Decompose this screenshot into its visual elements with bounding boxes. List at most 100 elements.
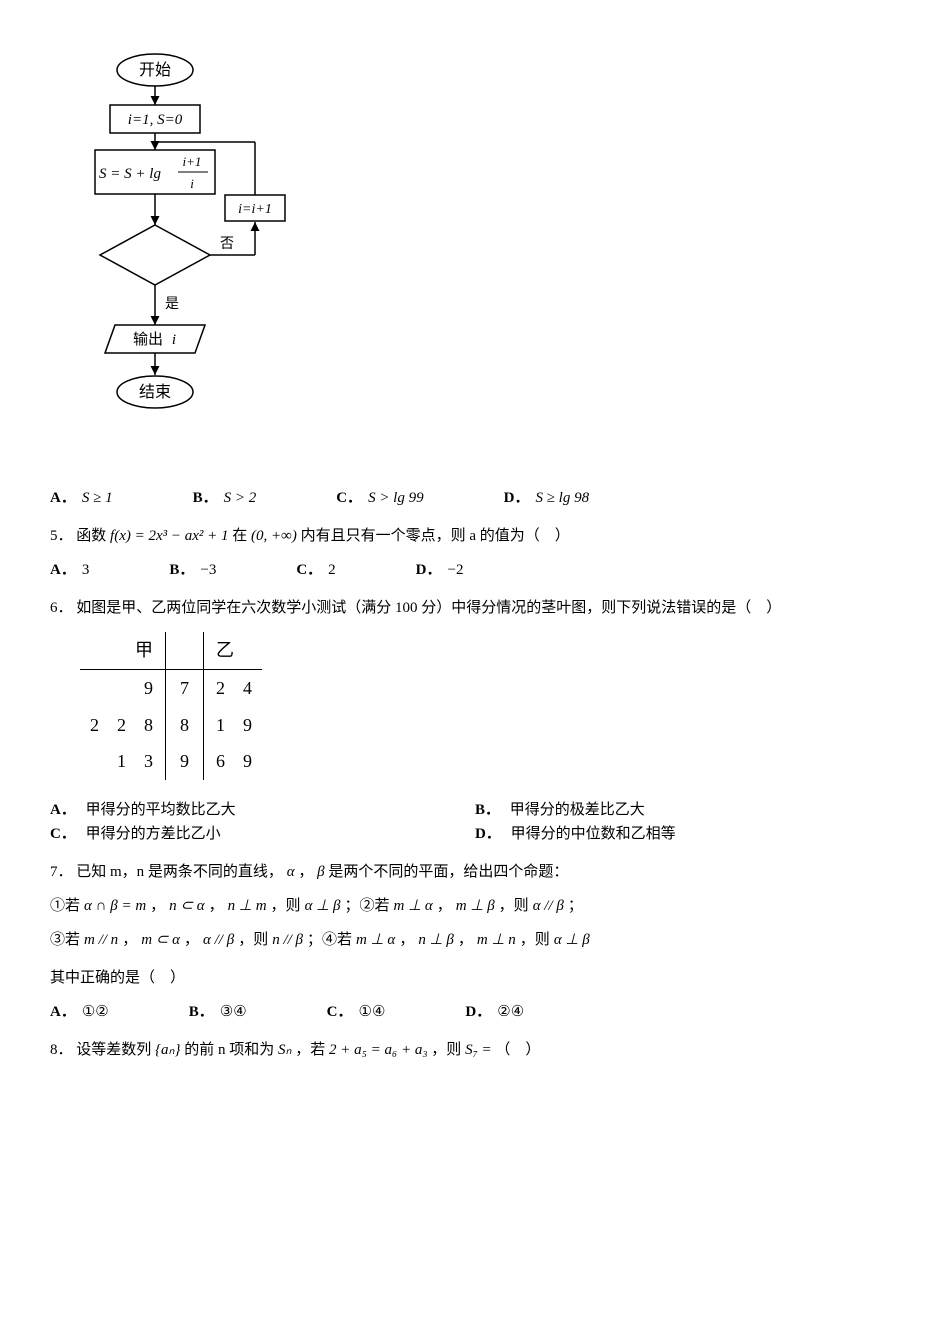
q4-options: A． S ≥ 1 B． S > 2 C． S > lg 99 D． S ≥ lg… xyxy=(50,486,900,510)
stemleaf-header-right: 乙 xyxy=(204,632,263,669)
q6-options: A． 甲得分的平均数比乙大 B． 甲得分的极差比乙大 xyxy=(50,798,900,822)
q7-p4-tag: ；④若 xyxy=(307,928,352,952)
stem: 7 xyxy=(166,669,204,706)
q4-opt-b: B． S > 2 xyxy=(193,486,257,510)
opt-label: D． xyxy=(465,1000,491,1024)
q7-p4-b: n ⊥ β xyxy=(418,928,454,952)
q5-opt-c: C． 2 xyxy=(296,558,335,582)
stemleaf-row: 9 7 2 4 xyxy=(80,669,262,706)
q7-p2-c: α // β xyxy=(533,894,564,918)
flow-no-label: 否 xyxy=(220,237,234,252)
stem: 9 xyxy=(166,743,204,780)
sep: ， xyxy=(150,894,165,918)
q8-eq: 2 + a₅ = a₆ + a₃ xyxy=(329,1042,428,1058)
opt-label: D． xyxy=(416,558,442,582)
q5-text: 5． 函数 f(x) = 2x³ − ax² + 1 在 (0, +∞) 内有且… xyxy=(50,524,900,548)
q5-suffix: 内有且只有一个零点，则 a 的值为（ ） xyxy=(301,528,570,544)
q7-props-line1: ①若 α ∩ β = m ， n ⊂ α ， n ⊥ m ，则 α ⊥ β ；②… xyxy=(50,894,900,918)
opt-value: S > 2 xyxy=(224,486,257,510)
q8-suffix: （ ） xyxy=(495,1042,540,1058)
opt-value: −2 xyxy=(448,558,464,582)
stemleaf-row: 2 2 8 8 1 9 xyxy=(80,707,262,744)
q7-p1-d: α ⊥ β xyxy=(305,894,341,918)
q7-conclusion: 其中正确的是（ ） xyxy=(50,966,900,990)
opt-value: 甲得分的极差比乙大 xyxy=(510,802,645,818)
flow-frac-num: i+1 xyxy=(183,154,202,169)
q7-opt-a: A． ①② xyxy=(50,1000,109,1024)
flow-update-prefix: S = S + lg xyxy=(99,166,161,182)
q7-p3-b: m ⊂ α xyxy=(141,928,180,952)
q7-p1-c: n ⊥ m xyxy=(228,894,267,918)
flow-output-var: i xyxy=(172,332,176,348)
q7-p3-d: n // β xyxy=(272,928,303,952)
flow-start-text: 开始 xyxy=(139,61,171,79)
q5-num: 5． xyxy=(50,528,73,544)
flow-init-text: i=1, S=0 xyxy=(128,112,183,128)
opt-label: B． xyxy=(169,558,194,582)
flowchart-region: 开始 i=1, S=0 S = S + lg i+1 i 否 i=i+1 是 输… xyxy=(50,40,900,468)
q7-opt-c: C． ①④ xyxy=(327,1000,386,1024)
q7-p1-then: ，则 xyxy=(271,894,301,918)
q8-s7: S₇ = xyxy=(465,1042,492,1058)
opt-label: A． xyxy=(50,802,76,818)
sep: ， xyxy=(437,894,452,918)
q8-mid3: ，则 xyxy=(431,1042,465,1058)
opt-value: 甲得分的中位数和乙相等 xyxy=(511,826,676,842)
q7-end1: ； xyxy=(568,894,583,918)
q7-num: 7． xyxy=(50,864,73,880)
q7-p2-tag: ；②若 xyxy=(344,894,389,918)
q7-p4-then: ，则 xyxy=(520,928,550,952)
q7-options: A． ①② B． ③④ C． ①④ D． ②④ xyxy=(50,1000,900,1024)
opt-value: 3 xyxy=(82,558,90,582)
opt-value: 甲得分的平均数比乙大 xyxy=(86,802,236,818)
leaf-left: 9 xyxy=(80,669,166,706)
q5-interval: (0, +∞) xyxy=(251,528,297,544)
q8-text: 8． 设等差数列 {aₙ} 的前 n 项和为 Sₙ ，若 2 + a₅ = a₆… xyxy=(50,1038,900,1062)
sep: ， xyxy=(184,928,199,952)
opt-value: ②④ xyxy=(497,1000,524,1024)
opt-label: A． xyxy=(50,486,76,510)
q6-opt-a: A． 甲得分的平均数比乙大 xyxy=(50,798,475,822)
q7-comma: ， xyxy=(298,864,313,880)
q4-opt-d: D． S ≥ lg 98 xyxy=(504,486,590,510)
q7-p2-b: m ⊥ β xyxy=(456,894,495,918)
q6-num: 6． xyxy=(50,600,73,616)
leaf-left: 1 3 xyxy=(80,743,166,780)
opt-label: B． xyxy=(193,486,218,510)
opt-value: −3 xyxy=(200,558,216,582)
sep: ， xyxy=(399,928,414,952)
q7-p3-then: ，则 xyxy=(238,928,268,952)
q5-opt-a: A． 3 xyxy=(50,558,89,582)
q8-seq: {aₙ} xyxy=(155,1042,180,1058)
opt-label: B． xyxy=(189,1000,214,1024)
q7-suffix: 是两个不同的平面，给出四个命题： xyxy=(328,864,568,880)
q7-p1-b: n ⊂ α xyxy=(169,894,204,918)
stemleaf-header-left: 甲 xyxy=(80,632,166,669)
leaf-right: 6 9 xyxy=(204,743,263,780)
opt-label: A． xyxy=(50,1000,76,1024)
q7-p3-a: m // n xyxy=(84,928,118,952)
leaf-right: 1 9 xyxy=(204,707,263,744)
q5-mid: 在 xyxy=(232,528,251,544)
opt-value: S ≥ lg 98 xyxy=(535,486,589,510)
stemleaf-row: 1 3 9 6 9 xyxy=(80,743,262,780)
opt-label: D． xyxy=(475,826,501,842)
q7-alpha: α xyxy=(287,864,295,880)
q7-props-line2: ③若 m // n ， m ⊂ α ， α // β ，则 n // β ；④若… xyxy=(50,928,900,952)
q7-p4-d: α ⊥ β xyxy=(554,928,590,952)
stemleaf-header-stem xyxy=(166,632,204,669)
q5-prefix: 函数 xyxy=(76,528,110,544)
leaf-left: 2 2 8 xyxy=(80,707,166,744)
opt-value: S ≥ 1 xyxy=(82,486,113,510)
opt-label: A． xyxy=(50,558,76,582)
flow-end-text: 结束 xyxy=(139,383,171,401)
q4-opt-c: C． S > lg 99 xyxy=(336,486,423,510)
q7-p3-c: α // β xyxy=(203,928,234,952)
opt-label: C． xyxy=(50,826,76,842)
q7-opt-b: B． ③④ xyxy=(189,1000,247,1024)
leaf-right: 2 4 xyxy=(204,669,263,706)
q6-body: 如图是甲、乙两位同学在六次数学小测试（满分 100 分）中得分情况的茎叶图，则下… xyxy=(76,600,781,616)
q7-p4-a: m ⊥ α xyxy=(356,928,395,952)
q7-p2-then: ，则 xyxy=(499,894,529,918)
q4-opt-a: A． S ≥ 1 xyxy=(50,486,113,510)
